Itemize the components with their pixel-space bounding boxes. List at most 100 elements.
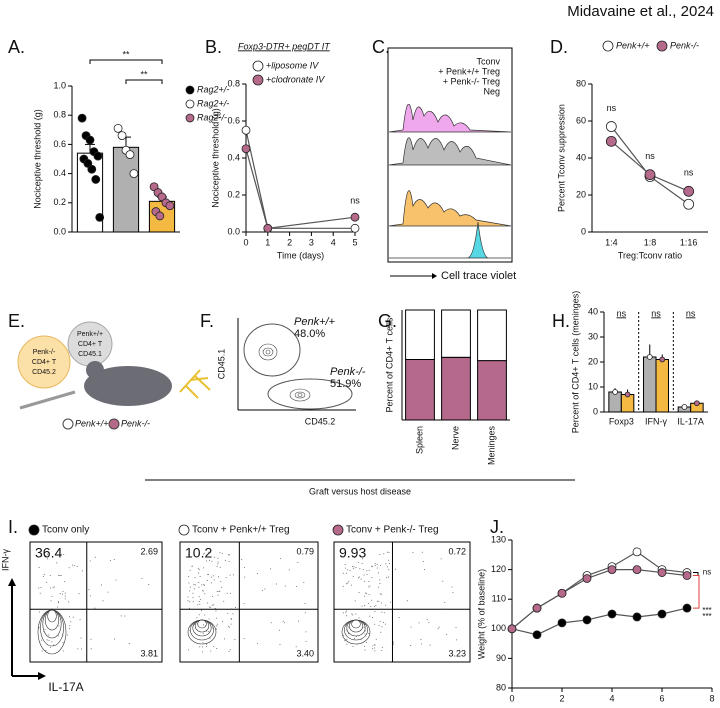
annotation: ns — [703, 568, 711, 577]
x-label: CD45.2 — [305, 416, 336, 426]
y-tick-label: 100 — [491, 623, 506, 633]
event — [207, 551, 209, 553]
event — [203, 584, 205, 586]
event — [361, 562, 363, 564]
bar-segment — [405, 359, 435, 421]
event — [379, 579, 381, 581]
event — [220, 581, 222, 583]
series-line — [245, 130, 355, 229]
event — [388, 559, 390, 561]
event — [52, 587, 54, 589]
event — [444, 608, 446, 610]
event — [346, 624, 348, 626]
point — [657, 568, 667, 577]
mouse — [84, 366, 172, 406]
x-tick-label: Foxp3 — [609, 416, 634, 426]
event — [66, 634, 68, 636]
x-label: IL-17A — [48, 680, 83, 694]
event — [141, 577, 143, 579]
event — [193, 622, 195, 624]
y-label: Percent of CD4+ T cells (meninges) — [570, 291, 580, 433]
point — [113, 123, 123, 133]
event — [81, 648, 83, 650]
event — [203, 567, 205, 569]
event — [198, 582, 200, 584]
event — [398, 617, 400, 619]
event — [76, 566, 78, 568]
event — [440, 558, 442, 560]
event — [364, 580, 366, 582]
quadrant-value: 9.93 — [339, 545, 366, 561]
event — [364, 592, 366, 594]
event — [38, 587, 40, 589]
event — [90, 638, 92, 640]
event — [45, 650, 47, 652]
event — [234, 638, 236, 640]
event — [211, 604, 213, 606]
point — [682, 571, 692, 580]
point — [252, 60, 264, 72]
point — [694, 400, 700, 407]
event — [354, 557, 356, 559]
event — [72, 616, 74, 618]
event — [243, 567, 245, 569]
legend-label: Rag2-/- — [197, 112, 227, 122]
event — [389, 601, 391, 603]
annotation: ns — [645, 151, 655, 161]
y-tick-label: 90 — [496, 653, 506, 663]
event — [227, 625, 229, 627]
event — [298, 620, 300, 622]
point — [605, 121, 617, 132]
event — [216, 647, 218, 649]
event — [342, 612, 344, 614]
quadrant-value: 0.79 — [296, 546, 314, 556]
event — [458, 649, 460, 651]
event — [352, 576, 354, 578]
event — [194, 577, 196, 579]
event — [187, 600, 189, 602]
event — [234, 606, 236, 608]
event — [206, 630, 208, 632]
event — [215, 628, 217, 630]
point — [632, 565, 642, 574]
event — [194, 623, 196, 625]
event — [375, 638, 377, 640]
event — [64, 581, 66, 583]
event — [363, 574, 365, 576]
event — [232, 613, 234, 615]
event — [346, 615, 348, 617]
event — [202, 646, 204, 648]
y-label: CD45.1 — [216, 349, 226, 380]
event — [355, 636, 357, 638]
histogram — [388, 104, 512, 133]
event — [355, 567, 357, 569]
event — [374, 623, 376, 625]
event — [193, 584, 195, 586]
contour — [197, 619, 207, 629]
event — [191, 565, 193, 567]
event — [208, 621, 210, 623]
event — [352, 614, 354, 616]
event — [229, 592, 231, 594]
event — [386, 577, 388, 579]
event — [288, 569, 290, 571]
event — [379, 582, 381, 584]
event — [304, 602, 306, 604]
point — [91, 175, 101, 184]
legend-label: +clodronate IV — [266, 74, 325, 84]
event — [381, 593, 383, 595]
x-tick-label: IL-17A — [677, 416, 704, 426]
event — [197, 624, 199, 626]
plot-title: Tconv + Penk-/- Treg — [346, 525, 439, 536]
legend-label: Penk+/+ — [616, 40, 650, 50]
point — [241, 125, 251, 135]
bar-segment — [405, 309, 435, 360]
event — [452, 591, 454, 593]
event — [457, 552, 459, 554]
event — [223, 600, 225, 602]
event — [202, 553, 204, 555]
event — [346, 643, 348, 645]
event — [442, 580, 444, 582]
event — [50, 600, 52, 602]
